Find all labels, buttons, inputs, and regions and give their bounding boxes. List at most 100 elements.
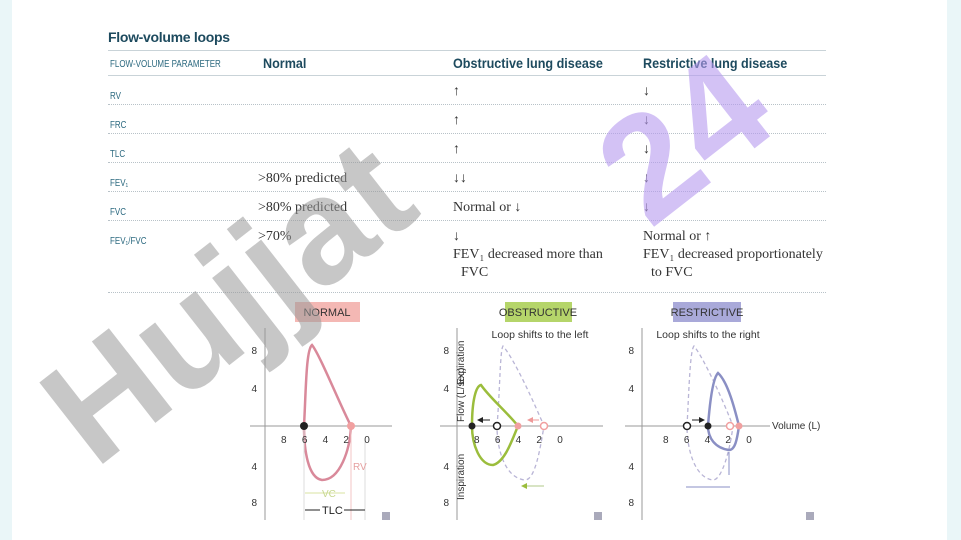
x-tick-label: 2: [725, 435, 731, 446]
figure-icon: [382, 512, 390, 520]
divider: [108, 133, 826, 134]
normal-diagram: NORMAL RV VC TLC: [250, 302, 392, 520]
restrictive-caption: Loop shifts to the right: [656, 329, 759, 341]
restrictive-note: to FVC: [651, 265, 693, 280]
right-border: [947, 0, 961, 540]
obstructive-cell: ↑: [453, 142, 460, 157]
x-tick-label: 8: [474, 435, 480, 446]
tlc-point: [704, 422, 712, 430]
axis-ticks: 8 4 4 8 8 6 4 2 0 8 4 4 8 8 6 4 2 0 8 4 4 8 8 6 4 2 0: [251, 346, 752, 509]
tlc-label-bg: [320, 503, 344, 516]
tlc-point: [468, 422, 476, 430]
normal-loop: [302, 343, 353, 482]
x-tick-label: 6: [302, 435, 308, 446]
parameter-cell: RV: [110, 91, 121, 102]
obstructive-caption: Loop shifts to the left: [492, 329, 589, 341]
obstructive-cell: Normal or ↓: [453, 200, 522, 215]
inspiration-label: Inspiration: [456, 454, 467, 500]
obstructive-cell: ↑: [453, 84, 460, 99]
x-tick-label: 0: [746, 435, 752, 446]
parameter-cell: FRC: [110, 120, 127, 131]
normal-label-bg: [295, 302, 360, 322]
vc-label: VC: [322, 489, 336, 500]
normal-cell: >80% predicted: [258, 171, 348, 186]
left-border: [0, 0, 12, 540]
rv-point: [735, 422, 743, 430]
obstructive-cell: ↓↓: [453, 171, 467, 186]
x-tick-label: 4: [323, 435, 329, 446]
header-normal: Normal: [263, 55, 307, 71]
parameter-cell: FEV₁/FVC: [110, 236, 147, 247]
normal-tlc-point: [682, 421, 692, 431]
restrictive-cell: Normal or ↑: [643, 229, 712, 244]
divider: [108, 220, 826, 221]
y-tick-label: 8: [443, 346, 449, 357]
divider: [108, 50, 826, 51]
x-axis-label: Volume (L): [772, 421, 820, 432]
figure-icon: [594, 512, 602, 520]
y-tick-label: 4: [628, 462, 634, 473]
normal-label: NORMAL: [303, 307, 350, 319]
restrictive-label-bg: [673, 302, 741, 322]
divider: [108, 191, 826, 192]
y-tick-label: 4: [443, 384, 449, 395]
y-tick-label: 4: [251, 462, 257, 473]
figure-icon: [806, 512, 814, 520]
y-tick-label: 4: [443, 462, 449, 473]
divider: [108, 75, 826, 76]
restrictive-label: RESTRICTIVE: [671, 307, 744, 319]
x-tick-label: 8: [663, 435, 669, 446]
y-tick-label: 8: [251, 346, 257, 357]
x-tick-label: 8: [281, 435, 287, 446]
tlc-point: [300, 422, 308, 430]
x-tick-label: 2: [536, 435, 542, 446]
restrictive-cell: ↓: [643, 84, 650, 99]
header-obstructive: Obstructive lung disease: [453, 55, 603, 71]
x-tick-label: 0: [557, 435, 563, 446]
x-tick-label: 6: [495, 435, 501, 446]
restrictive-cell: ↓: [643, 142, 650, 157]
y-axis-label: Flow (L/sec): [456, 368, 467, 422]
restrictive-note: FEV₁ decreased proportionately: [643, 247, 823, 262]
restrictive-cell: ↓: [643, 113, 650, 128]
obstructive-cell: ↑: [453, 113, 460, 128]
obstructive-cell: ↓: [453, 229, 460, 244]
divider: [108, 162, 826, 163]
normal-rv-point: [725, 421, 735, 431]
normal-cell: >70%: [258, 229, 292, 244]
header-restrictive: Restrictive lung disease: [643, 55, 788, 71]
parameter-cell: FEV₁: [110, 178, 129, 189]
normal-cell: >80% predicted: [258, 200, 348, 215]
y-tick-label: 8: [443, 498, 449, 509]
x-tick-label: 2: [343, 435, 349, 446]
x-tick-label: 0: [364, 435, 370, 446]
normal-tlc-point: [492, 421, 502, 431]
normal-rv-point: [539, 421, 549, 431]
y-tick-label: 4: [628, 384, 634, 395]
parameter-cell: TLC: [110, 149, 126, 160]
obstructive-note: FEV₁ decreased more than: [453, 247, 603, 262]
restrictive-cell: ↓: [643, 200, 650, 215]
y-tick-label: 8: [628, 498, 634, 509]
header-parameter: FLOW-VOLUME PARAMETER: [110, 59, 221, 70]
rv-label: RV: [353, 462, 367, 473]
rv-point: [347, 422, 355, 430]
obstructive-label-bg: [505, 302, 572, 322]
divider: [108, 104, 826, 105]
y-tick-label: 8: [251, 498, 257, 509]
x-tick-label: 4: [516, 435, 522, 446]
restrictive-diagram: RESTRICTIVE Loop shifts to the right Vol…: [625, 302, 820, 520]
y-tick-label: 8: [628, 346, 634, 357]
page-title: Flow-volume loops: [108, 29, 230, 45]
parameter-cell: FVC: [110, 207, 126, 218]
divider: [108, 292, 826, 293]
obstructive-note: FVC: [461, 265, 489, 280]
rv-point: [514, 422, 522, 430]
normal-reference-loop: [496, 344, 545, 481]
restrictive-cell: ↓: [643, 171, 650, 186]
obstructive-label: OBSTRUCTIVE: [499, 307, 577, 319]
x-tick-label: 4: [705, 435, 711, 446]
y-tick-label: 4: [251, 384, 257, 395]
tlc-label: TLC: [322, 505, 343, 517]
